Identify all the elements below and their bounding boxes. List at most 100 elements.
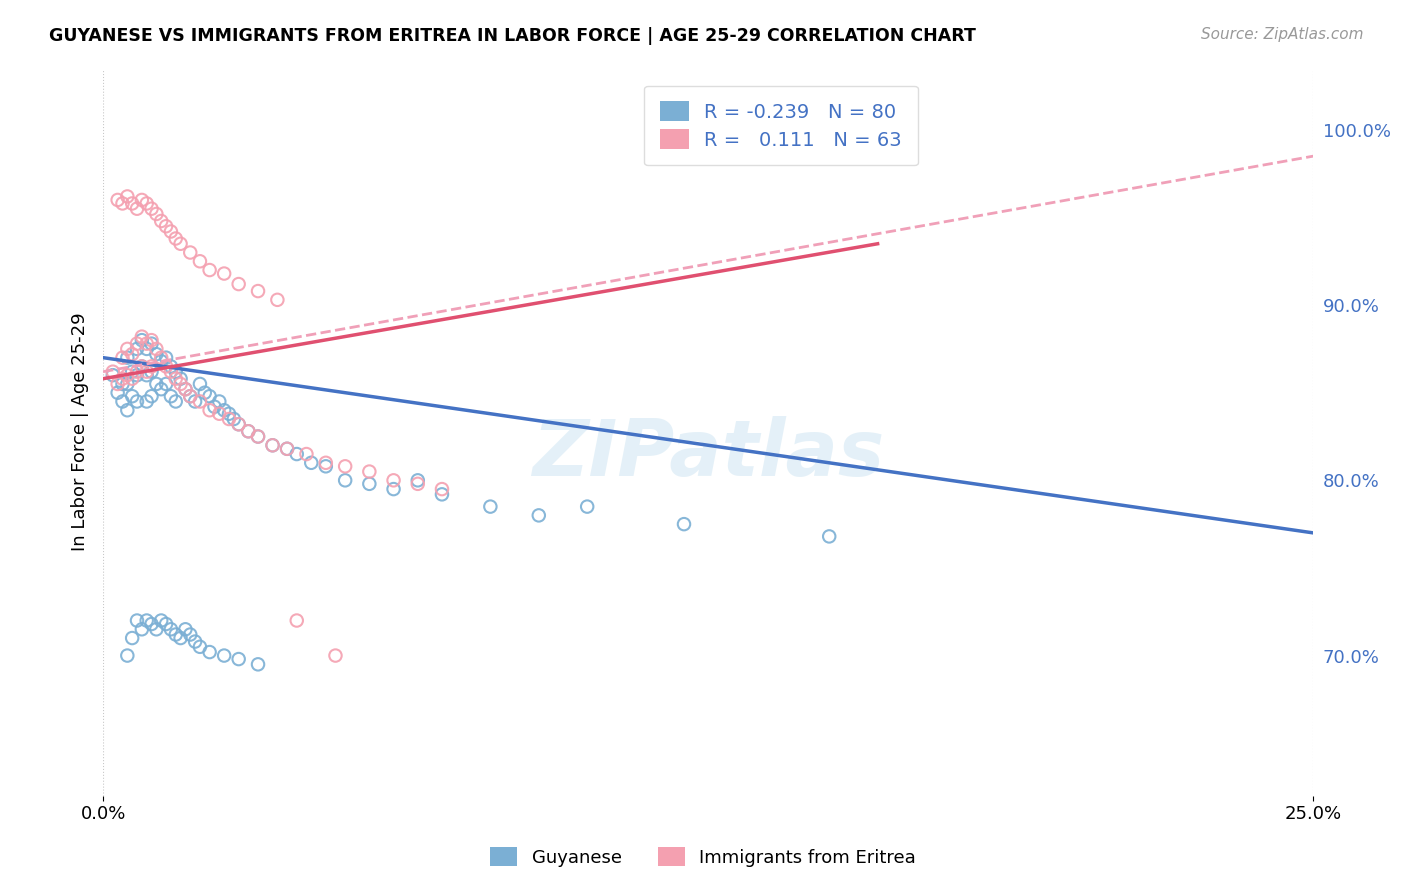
Point — [155, 219, 177, 234]
Point — [121, 365, 143, 379]
Point — [188, 254, 211, 268]
Point — [101, 368, 124, 383]
Point — [169, 631, 191, 645]
Point — [333, 459, 356, 474]
Point — [188, 640, 211, 654]
Point — [165, 231, 187, 245]
Text: Source: ZipAtlas.com: Source: ZipAtlas.com — [1201, 27, 1364, 42]
Point — [359, 476, 381, 491]
Point — [315, 456, 337, 470]
Point — [179, 627, 201, 641]
Point — [247, 657, 270, 672]
Point — [117, 351, 139, 365]
Point — [121, 196, 143, 211]
Point — [111, 351, 134, 365]
Point — [111, 196, 134, 211]
Point — [150, 214, 173, 228]
Point — [131, 359, 153, 374]
Point — [228, 417, 250, 432]
Point — [406, 473, 429, 487]
Point — [165, 365, 187, 379]
Point — [101, 365, 124, 379]
Point — [145, 376, 167, 391]
Point — [198, 645, 221, 659]
Point — [145, 622, 167, 636]
Point — [135, 394, 157, 409]
Point — [125, 336, 148, 351]
Point — [160, 389, 183, 403]
Point — [430, 482, 453, 496]
Point — [325, 648, 347, 663]
Point — [141, 333, 163, 347]
Point — [299, 456, 322, 470]
Point — [479, 500, 502, 514]
Point — [194, 385, 217, 400]
Point — [218, 407, 240, 421]
Point — [131, 329, 153, 343]
Point — [179, 389, 201, 403]
Point — [135, 365, 157, 379]
Point — [179, 389, 201, 403]
Point — [155, 376, 177, 391]
Point — [262, 438, 284, 452]
Point — [121, 347, 143, 361]
Point — [131, 622, 153, 636]
Point — [382, 473, 405, 487]
Point — [266, 293, 288, 307]
Point — [150, 351, 173, 365]
Point — [165, 394, 187, 409]
Point — [169, 376, 191, 391]
Point — [285, 614, 308, 628]
Point — [228, 277, 250, 291]
Point — [174, 622, 197, 636]
Point — [188, 376, 211, 391]
Point — [218, 412, 240, 426]
Point — [212, 267, 235, 281]
Point — [121, 631, 143, 645]
Point — [117, 376, 139, 391]
Point — [150, 354, 173, 368]
Point — [204, 400, 226, 414]
Point — [276, 442, 298, 456]
Point — [125, 202, 148, 216]
Point — [212, 403, 235, 417]
Point — [198, 403, 221, 417]
Point — [125, 342, 148, 356]
Point — [165, 372, 187, 386]
Point — [125, 368, 148, 383]
Point — [141, 365, 163, 379]
Legend: Guyanese, Immigrants from Eritrea: Guyanese, Immigrants from Eritrea — [482, 840, 924, 874]
Point — [117, 342, 139, 356]
Point — [117, 368, 139, 383]
Point — [208, 407, 231, 421]
Point — [222, 412, 245, 426]
Point — [276, 442, 298, 456]
Point — [576, 500, 599, 514]
Point — [121, 389, 143, 403]
Point — [198, 389, 221, 403]
Point — [208, 394, 231, 409]
Point — [125, 365, 148, 379]
Point — [430, 487, 453, 501]
Point — [295, 447, 318, 461]
Point — [174, 382, 197, 396]
Point — [212, 648, 235, 663]
Point — [247, 429, 270, 443]
Point — [285, 447, 308, 461]
Point — [121, 372, 143, 386]
Point — [262, 438, 284, 452]
Point — [247, 284, 270, 298]
Point — [135, 614, 157, 628]
Point — [184, 394, 207, 409]
Point — [818, 529, 841, 543]
Point — [188, 394, 211, 409]
Point — [228, 652, 250, 666]
Point — [107, 385, 129, 400]
Point — [406, 476, 429, 491]
Legend: R = -0.239   N = 80, R =   0.111   N = 63: R = -0.239 N = 80, R = 0.111 N = 63 — [644, 86, 918, 165]
Point — [111, 376, 134, 391]
Point — [169, 236, 191, 251]
Point — [160, 622, 183, 636]
Point — [141, 617, 163, 632]
Point — [160, 225, 183, 239]
